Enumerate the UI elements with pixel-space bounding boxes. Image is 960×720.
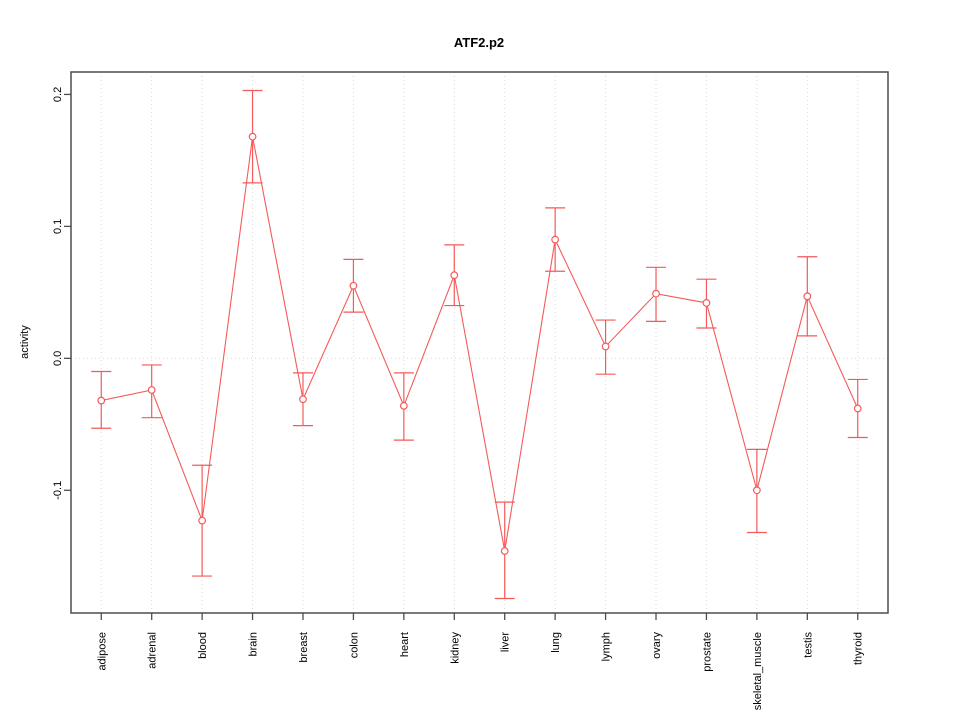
data-point-circle xyxy=(349,281,358,290)
axis-layer: -0.1 0.0 0.1 0.2 adipose adrenal blood brain bre… xyxy=(52,71,889,710)
data-point-circle xyxy=(248,132,257,141)
x-tick-label: liver xyxy=(500,632,512,653)
grid-layer xyxy=(71,72,888,613)
data-point-circle xyxy=(500,547,509,555)
x-tick-label: kidney xyxy=(449,632,461,664)
x-tick-label: testis xyxy=(802,632,814,658)
x-tick-label: heart xyxy=(399,632,411,657)
x-tick-label: skeletal_muscle xyxy=(752,632,764,710)
y-tick-label: -0.1 xyxy=(52,481,64,500)
x-tick-label: prostate xyxy=(701,632,713,672)
x-tick-label: breast xyxy=(298,632,310,663)
y-tick-label: 0.1 xyxy=(52,219,64,234)
data-point-circle xyxy=(601,342,610,351)
x-tick-label: brain xyxy=(248,632,260,656)
x-tick-label: lung xyxy=(550,632,562,653)
plot-box xyxy=(70,71,889,614)
x-tick-label: blood xyxy=(197,632,209,659)
data-point-circle xyxy=(97,396,106,405)
series-layer xyxy=(91,89,868,600)
data-point-circle xyxy=(551,235,560,244)
data-point-circle xyxy=(198,516,207,525)
x-tick-label: ovary xyxy=(651,632,663,659)
x-tick-label: adrenal xyxy=(147,632,159,669)
x-tick-label: adipose xyxy=(96,632,108,671)
data-point-circle xyxy=(399,401,408,410)
chart-title: ATF2.p2 xyxy=(454,35,504,50)
series-polyline xyxy=(101,136,859,552)
data-point-circle xyxy=(147,386,156,394)
x-tick-label: thyroid xyxy=(853,632,865,665)
data-point-circle xyxy=(853,404,862,413)
data-point-circle xyxy=(752,486,761,495)
y-tick-label: 0.2 xyxy=(52,87,64,102)
y-tick-label: 0.0 xyxy=(52,351,64,366)
x-tick-label: colon xyxy=(348,632,360,658)
data-point-circle xyxy=(702,299,711,307)
data-point-circle xyxy=(803,292,812,301)
x-tick-label: lymph xyxy=(601,632,613,661)
data-point-circle xyxy=(450,271,459,280)
data-point-circle xyxy=(299,395,307,404)
y-axis-label: activity xyxy=(19,325,31,359)
data-point-circle xyxy=(652,289,660,298)
